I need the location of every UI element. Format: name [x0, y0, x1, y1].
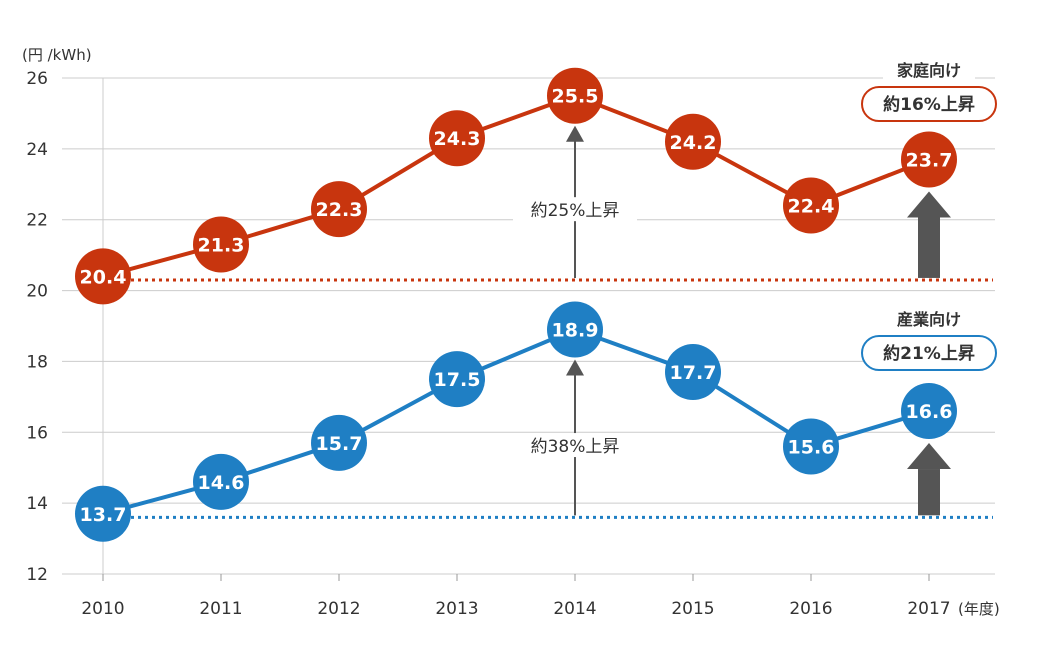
- data-point: [75, 248, 131, 305]
- data-point: [547, 67, 603, 124]
- data-point: [901, 131, 957, 188]
- data-point: [311, 181, 367, 238]
- x-tick-label: 2011: [199, 599, 242, 619]
- data-label: 24.3: [434, 128, 481, 150]
- growth-arrow-head: [907, 443, 951, 470]
- peak-annotation-text: 約38%上昇: [531, 437, 620, 457]
- growth-arrow-shaft: [918, 217, 940, 278]
- x-unit-label: (年度): [958, 600, 1000, 618]
- x-tick-label: 2015: [671, 599, 714, 619]
- y-tick-label: 24: [26, 140, 48, 160]
- series-name-bg: [883, 58, 975, 82]
- data-label: 15.6: [788, 436, 835, 458]
- data-label: 24.2: [670, 132, 717, 154]
- data-label: 22.3: [316, 199, 363, 221]
- y-tick-label: 16: [26, 423, 48, 443]
- x-tick-label: 2014: [553, 599, 596, 619]
- x-tick-label: 2010: [81, 599, 124, 619]
- series-name-bg: [883, 307, 975, 331]
- y-unit-label: (円 /kWh): [22, 46, 92, 64]
- series-badge-text: 約16%上昇: [883, 94, 975, 115]
- series-name: 家庭向け: [897, 61, 961, 80]
- y-tick-label: 22: [26, 211, 48, 231]
- data-point: [901, 383, 957, 440]
- peak-annotation-text: 約25%上昇: [531, 201, 620, 221]
- peak-annotation-bg: [513, 433, 637, 458]
- data-label: 23.7: [906, 149, 953, 171]
- data-label: 17.5: [434, 369, 481, 391]
- data-label: 21.3: [198, 235, 245, 257]
- y-tick-label: 20: [26, 282, 48, 302]
- data-point: [193, 216, 249, 273]
- data-point: [783, 418, 839, 475]
- y-tick-label: 18: [26, 352, 48, 372]
- peak-annotation-bg: [513, 197, 637, 222]
- series-badge: [861, 86, 997, 122]
- data-label: 14.6: [198, 472, 245, 494]
- x-tick-label: 2012: [317, 599, 360, 619]
- data-label: 22.4: [788, 196, 835, 218]
- data-point: [429, 351, 485, 408]
- growth-arrow-head: [907, 191, 951, 218]
- data-point: [193, 453, 249, 510]
- data-label: 16.6: [906, 401, 953, 423]
- series-badge-text: 約21%上昇: [883, 343, 975, 364]
- growth-arrow-shaft: [918, 469, 940, 516]
- series-badge: [861, 335, 997, 371]
- y-tick-label: 14: [26, 494, 48, 514]
- data-label: 20.4: [80, 266, 127, 288]
- data-point: [547, 301, 603, 358]
- y-tick-label: 26: [26, 69, 48, 89]
- data-label: 17.7: [670, 362, 717, 384]
- data-point: [783, 177, 839, 234]
- data-point: [75, 485, 131, 542]
- data-point: [311, 414, 367, 471]
- series-name: 産業向け: [897, 310, 961, 329]
- data-label: 15.7: [316, 433, 363, 455]
- data-point: [665, 344, 721, 401]
- data-point: [429, 110, 485, 167]
- data-label: 25.5: [552, 86, 599, 108]
- data-label: 13.7: [80, 504, 127, 526]
- y-tick-label: 12: [26, 565, 48, 585]
- x-tick-label: 2013: [435, 599, 478, 619]
- peak-arrow-head: [566, 125, 584, 142]
- peak-arrow-head: [566, 359, 584, 376]
- data-point: [665, 113, 721, 170]
- x-tick-label: 2016: [789, 599, 832, 619]
- data-label: 18.9: [552, 320, 599, 342]
- x-tick-label: 2017: [907, 599, 950, 619]
